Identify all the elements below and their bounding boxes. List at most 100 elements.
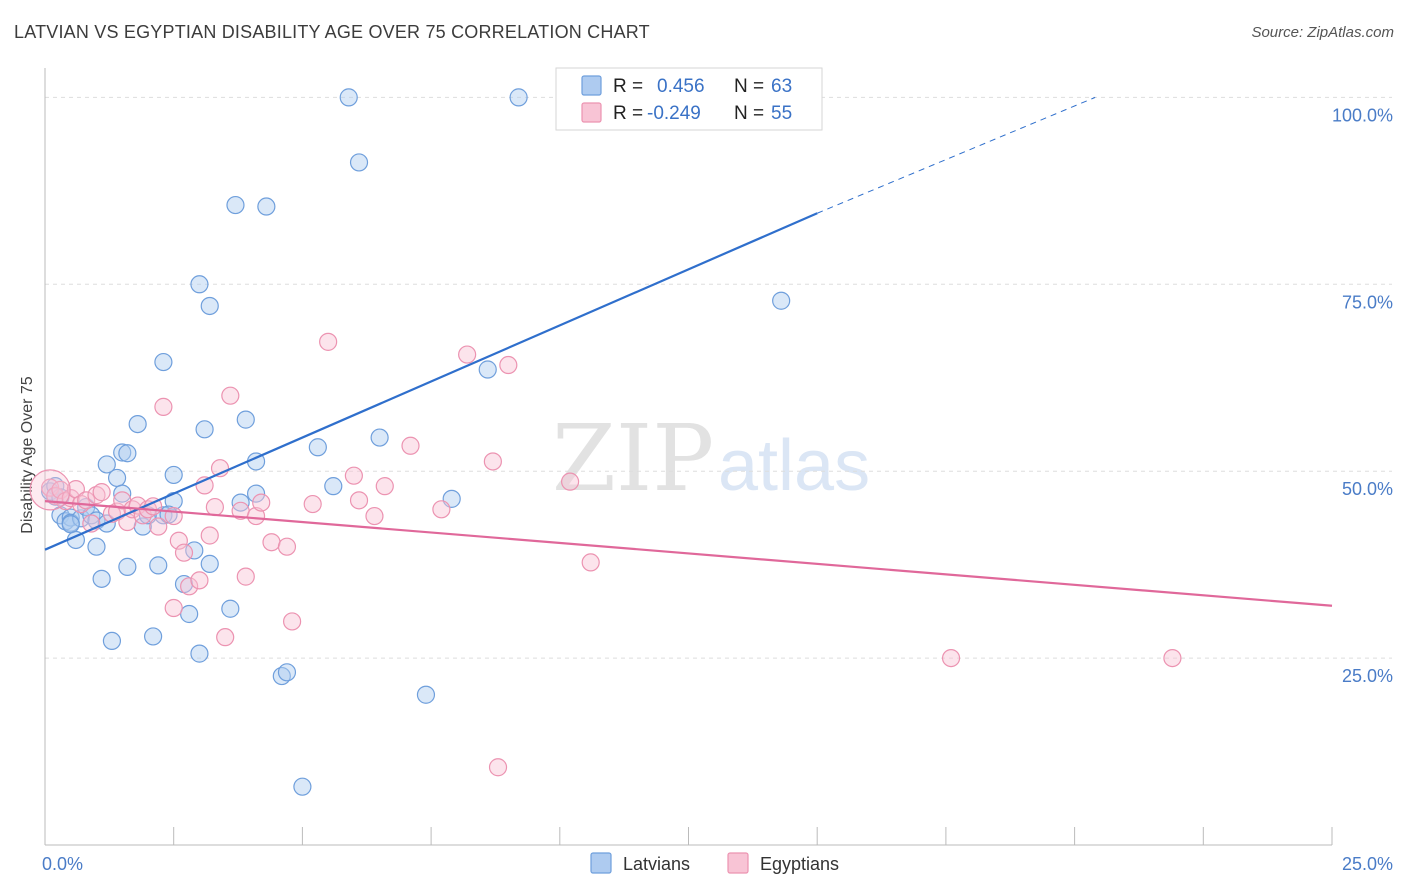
egyptian-point <box>205 497 224 517</box>
egyptian-point <box>169 531 188 550</box>
egyptian-point <box>349 491 369 510</box>
egyptian-point <box>581 553 600 572</box>
latvian-point <box>97 455 116 474</box>
egyptian-point <box>180 577 199 596</box>
grid-lines <box>45 96 1392 659</box>
latvian-trend-line-extension <box>817 96 1096 214</box>
latvian-point <box>118 557 137 576</box>
egyptian-point <box>252 493 271 512</box>
latvian-point <box>113 443 132 462</box>
egyptian-point <box>246 506 266 526</box>
egyptian-points <box>29 332 1182 777</box>
watermark-atlas: atlas <box>718 426 870 506</box>
y-tick-label: 25.0% <box>1342 666 1393 686</box>
legend-swatch-egyptians <box>581 102 602 123</box>
latvian-point <box>92 569 111 588</box>
latvian-point <box>154 352 173 372</box>
egyptian-point <box>154 397 173 416</box>
egyptian-point <box>200 526 219 545</box>
y-tick-label: 100.0% <box>1332 105 1393 125</box>
latvian-point <box>478 360 497 379</box>
egyptian-trend-line <box>44 499 1333 607</box>
latvian-point <box>416 685 436 704</box>
latvian-point <box>102 631 122 651</box>
latvian-point <box>61 515 80 534</box>
egyptian-point <box>375 477 394 496</box>
watermark: ZIP atlas <box>552 405 870 512</box>
egyptian-point <box>319 332 338 351</box>
y-tick-label: 50.0% <box>1342 479 1393 499</box>
egyptian-point <box>401 436 420 455</box>
latvian-point <box>118 444 137 463</box>
egyptian-point <box>277 537 297 556</box>
latvian-point <box>195 420 214 439</box>
latvian-point <box>71 509 91 528</box>
latvian-point <box>200 554 219 573</box>
latvian-point <box>226 195 245 215</box>
legend-n-value-latvians: 63 <box>771 76 792 97</box>
latvian-point <box>293 777 312 796</box>
egyptian-point <box>262 533 281 552</box>
trend-lines <box>44 96 1333 607</box>
egyptian-point <box>432 500 451 519</box>
legend-r-label-latvians: R = <box>613 76 643 97</box>
egyptian-point <box>236 567 255 586</box>
egyptian-point <box>164 598 183 618</box>
latvian-point <box>61 508 80 527</box>
watermark-zip: ZIP <box>552 405 714 512</box>
y-tick-labels: 25.0% 50.0% 75.0% 100.0% <box>1332 105 1393 686</box>
chart-title: LATVIAN VS EGYPTIAN DISABILITY AGE OVER … <box>14 22 650 42</box>
latvian-point <box>370 428 389 447</box>
latvian-point <box>113 484 132 503</box>
egyptian-point <box>92 483 111 502</box>
legend-n-value-egyptians: 55 <box>771 103 792 124</box>
latvian-point <box>277 663 297 682</box>
egyptian-point <box>283 612 302 631</box>
latvian-point <box>246 484 266 503</box>
series-legend-swatch-egyptians[interactable] <box>727 852 749 874</box>
latvian-point <box>509 88 528 107</box>
egyptian-point <box>190 571 209 590</box>
legend-n-label-egyptians: N = <box>734 103 764 124</box>
latvian-point <box>190 275 209 294</box>
x-tick-labels: 0.0% 25.0% <box>42 854 1393 874</box>
x-tick-label: 0.0% <box>42 854 83 874</box>
latvian-point <box>190 644 209 663</box>
egyptian-point <box>499 355 518 375</box>
legend-n-label-latvians: N = <box>734 76 764 97</box>
latvian-point <box>164 465 183 485</box>
latvian-trend-line <box>44 212 818 551</box>
correlation-legend: R = 0.456 N = 63 R = -0.249 N = 55 <box>555 67 823 131</box>
egyptian-point <box>365 506 384 526</box>
egyptian-point <box>46 486 65 505</box>
egyptian-point <box>174 543 194 562</box>
source-label: Source: ZipAtlas.com <box>1251 24 1394 41</box>
series-legend: Latvians Egyptians <box>590 852 839 874</box>
egyptian-point <box>221 386 240 405</box>
egyptian-point <box>560 472 580 491</box>
latvian-point <box>349 153 369 172</box>
series-legend-label-latvians[interactable]: Latvians <box>623 854 690 874</box>
latvian-point <box>180 604 199 624</box>
egyptian-point <box>458 345 477 364</box>
latvian-point <box>107 468 127 488</box>
latvian-point <box>128 414 147 434</box>
latvian-point <box>221 599 240 618</box>
egyptian-point <box>1163 648 1182 668</box>
latvian-points <box>41 88 791 796</box>
legend-swatch-latvians <box>581 75 602 96</box>
y-tick-label: 75.0% <box>1342 292 1393 312</box>
latvian-point <box>324 477 343 496</box>
egyptian-point <box>344 466 363 485</box>
latvian-point <box>772 291 791 310</box>
egyptian-point-cluster <box>29 469 71 511</box>
latvian-point <box>200 296 219 316</box>
legend-r-value-latvians: 0.456 <box>657 76 705 97</box>
egyptian-point <box>216 628 235 647</box>
series-legend-label-egyptians[interactable]: Egyptians <box>760 854 839 874</box>
egyptian-point <box>87 486 106 505</box>
series-legend-swatch-latvians[interactable] <box>590 852 612 874</box>
latvian-point <box>308 438 327 457</box>
egyptian-point <box>303 494 322 514</box>
